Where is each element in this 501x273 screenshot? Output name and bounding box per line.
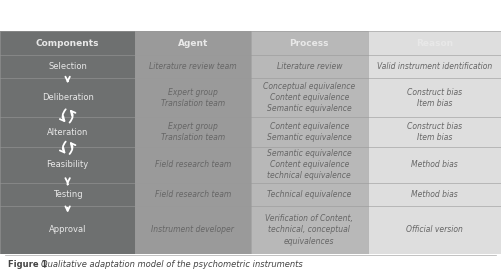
Bar: [368, 31, 501, 254]
Text: Method bias: Method bias: [411, 190, 458, 199]
Bar: [135, 8, 250, 31]
Text: Deliberation: Deliberation: [42, 93, 94, 102]
Bar: [0, 31, 135, 254]
Text: Technical equivalence: Technical equivalence: [267, 190, 352, 199]
Text: Figure 1: Figure 1: [8, 260, 50, 269]
Text: Instrument developer: Instrument developer: [151, 225, 234, 235]
Text: Components: Components: [36, 38, 99, 48]
Bar: [368, 8, 501, 31]
Text: Process: Process: [290, 38, 329, 48]
Text: Content equivalence
Semantic equivalence: Content equivalence Semantic equivalence: [267, 122, 352, 142]
Text: Literature review team: Literature review team: [149, 62, 236, 71]
Text: Valid instrument identification: Valid instrument identification: [377, 62, 492, 71]
Text: Selection: Selection: [48, 62, 87, 71]
Text: Testing: Testing: [53, 190, 83, 199]
Text: Conceptual equivalence
Content equivalence
Semantic equivalence: Conceptual equivalence Content equivalen…: [263, 82, 356, 113]
Text: Agent: Agent: [178, 38, 208, 48]
Text: Construct bias
Item bias: Construct bias Item bias: [407, 122, 462, 142]
Text: Reason: Reason: [416, 38, 453, 48]
Text: Expert group
Translation team: Expert group Translation team: [161, 88, 225, 108]
Bar: [250, 8, 368, 31]
Text: Qualitative adaptation model of the psychometric instruments: Qualitative adaptation model of the psyc…: [41, 260, 303, 269]
Bar: [250, 31, 368, 254]
Text: Alteration: Alteration: [47, 127, 88, 136]
Bar: [135, 31, 250, 254]
Text: Literature review: Literature review: [277, 62, 342, 71]
Text: Official version: Official version: [406, 225, 463, 235]
Text: Verification of Content,
technical, conceptual
equivalences: Verification of Content, technical, conc…: [266, 214, 353, 246]
Bar: [0, 8, 135, 31]
Text: Construct bias
Item bias: Construct bias Item bias: [407, 88, 462, 108]
Text: Field research team: Field research team: [155, 161, 231, 169]
Text: Method bias: Method bias: [411, 161, 458, 169]
Text: Semantic equivalence
Content equivalence
technical equivalence: Semantic equivalence Content equivalence…: [267, 149, 352, 180]
Text: Expert group
Translation team: Expert group Translation team: [161, 122, 225, 142]
Text: Field research team: Field research team: [155, 190, 231, 199]
Text: Feasibility: Feasibility: [47, 161, 89, 169]
Text: Approval: Approval: [49, 225, 86, 235]
